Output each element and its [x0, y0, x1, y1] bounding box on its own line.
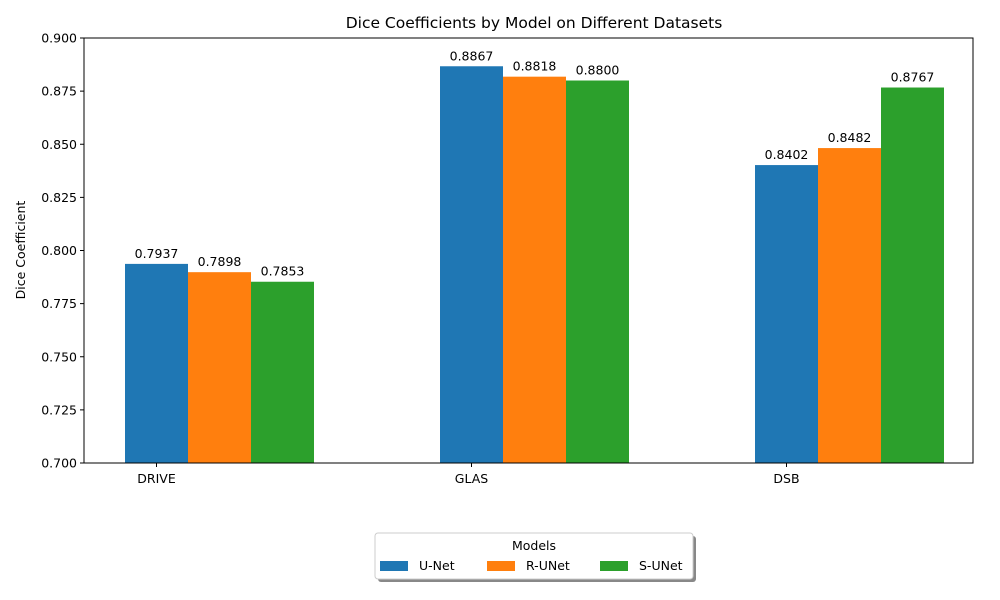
y-tick-label: 0.825: [41, 190, 77, 205]
bar-u-net-drive: [125, 263, 188, 463]
y-tick-label: 0.750: [41, 349, 77, 364]
legend-label: U-Net: [419, 558, 455, 573]
legend-label: S-UNet: [639, 558, 683, 573]
x-tick-label: DSB: [773, 471, 799, 486]
y-tick-label: 0.850: [41, 137, 77, 152]
legend-swatch-u-net: [380, 561, 408, 571]
data-label: 0.7937: [135, 246, 179, 261]
plot-frame: [83, 37, 974, 464]
bar-s-unet-dsb: [881, 87, 944, 463]
y-tick-label: 0.800: [41, 243, 77, 258]
x-tick-label: GLAS: [455, 471, 488, 486]
bar-u-net-glas: [440, 66, 503, 463]
plot-area: 0.700 0.725 0.750 0.775 0.800 0.825 0.850 0.875…: [41, 31, 974, 486]
chart-title: Dice Coefficients by Model on Different …: [346, 14, 723, 32]
y-tick-label: 0.875: [41, 84, 77, 99]
legend-label: R-UNet: [526, 558, 570, 573]
data-label: 0.8482: [828, 130, 872, 145]
data-label: 0.7853: [261, 264, 305, 279]
data-label: 0.8402: [765, 147, 809, 162]
data-label: 0.7898: [198, 254, 242, 269]
legend-swatch-r-unet: [487, 561, 515, 571]
data-label: 0.8767: [891, 70, 935, 85]
legend: Models U-Net R-UNet S-UNet: [374, 532, 696, 582]
bar-u-net-dsb: [755, 165, 818, 463]
bar-s-unet-drive: [251, 281, 314, 463]
bar-r-unet-glas: [503, 76, 566, 464]
data-label: 0.8867: [450, 48, 494, 63]
data-label: 0.8800: [576, 63, 620, 78]
y-tick-label: 0.700: [41, 456, 77, 471]
y-axis-label: Dice Coefficient: [13, 201, 28, 300]
data-label: 0.8818: [513, 59, 557, 74]
y-tick-label: 0.900: [41, 31, 77, 46]
bar-r-unet-drive: [188, 272, 251, 463]
bar-r-unet-dsb: [818, 148, 881, 463]
legend-title: Models: [512, 538, 556, 553]
legend-swatch-s-unet: [600, 561, 628, 571]
y-tick-label: 0.775: [41, 296, 77, 311]
y-tick-label: 0.725: [41, 402, 77, 417]
bar-s-unet-glas: [566, 80, 629, 463]
x-tick-label: DRIVE: [137, 471, 176, 486]
